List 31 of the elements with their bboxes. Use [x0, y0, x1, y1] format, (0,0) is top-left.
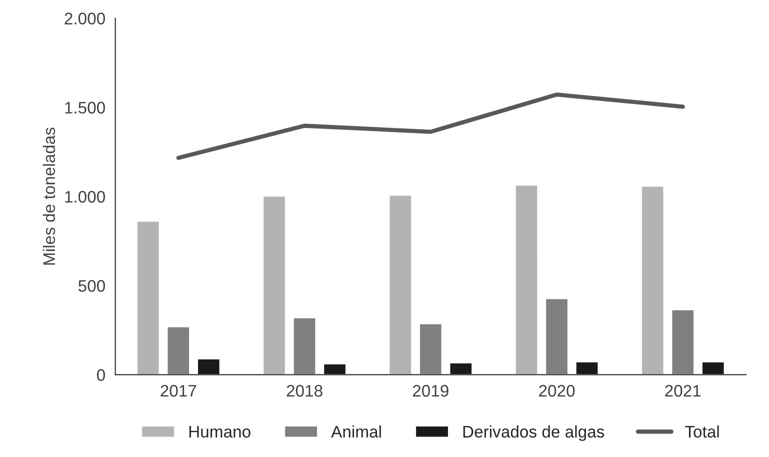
y-tick-label: 1.500	[65, 102, 105, 114]
bar	[322, 362, 347, 375]
y-tick-label: 0	[97, 369, 105, 381]
bar	[701, 361, 726, 375]
bar	[388, 194, 412, 375]
legend-label: Total	[685, 425, 719, 438]
bar	[196, 358, 221, 375]
x-tick-label: 2017	[160, 384, 196, 397]
bar	[514, 184, 539, 375]
bar	[574, 361, 600, 375]
bar	[292, 316, 317, 375]
x-tick-label: 2018	[286, 384, 322, 397]
bar	[262, 195, 286, 375]
x-tick-label: 2021	[665, 384, 701, 397]
legend-label: Humano	[189, 426, 250, 438]
y-axis-title: Miles de toneladas	[42, 128, 56, 265]
bar	[448, 362, 473, 375]
y-tick-label: 2.000	[64, 12, 105, 24]
legend-label: Animal	[331, 425, 381, 438]
line-series	[176, 92, 685, 160]
bar	[544, 298, 569, 375]
bar	[166, 326, 190, 375]
x-tick-label: 2019	[412, 384, 448, 397]
bar	[136, 220, 160, 375]
bar	[418, 322, 443, 375]
y-tick-label: 500	[78, 280, 105, 292]
y-tick-label: 1.000	[65, 190, 105, 203]
bar	[670, 308, 695, 375]
x-tick-label: 2020	[539, 384, 575, 397]
bar	[640, 185, 665, 375]
legend-label: Derivados de algas	[463, 425, 604, 441]
